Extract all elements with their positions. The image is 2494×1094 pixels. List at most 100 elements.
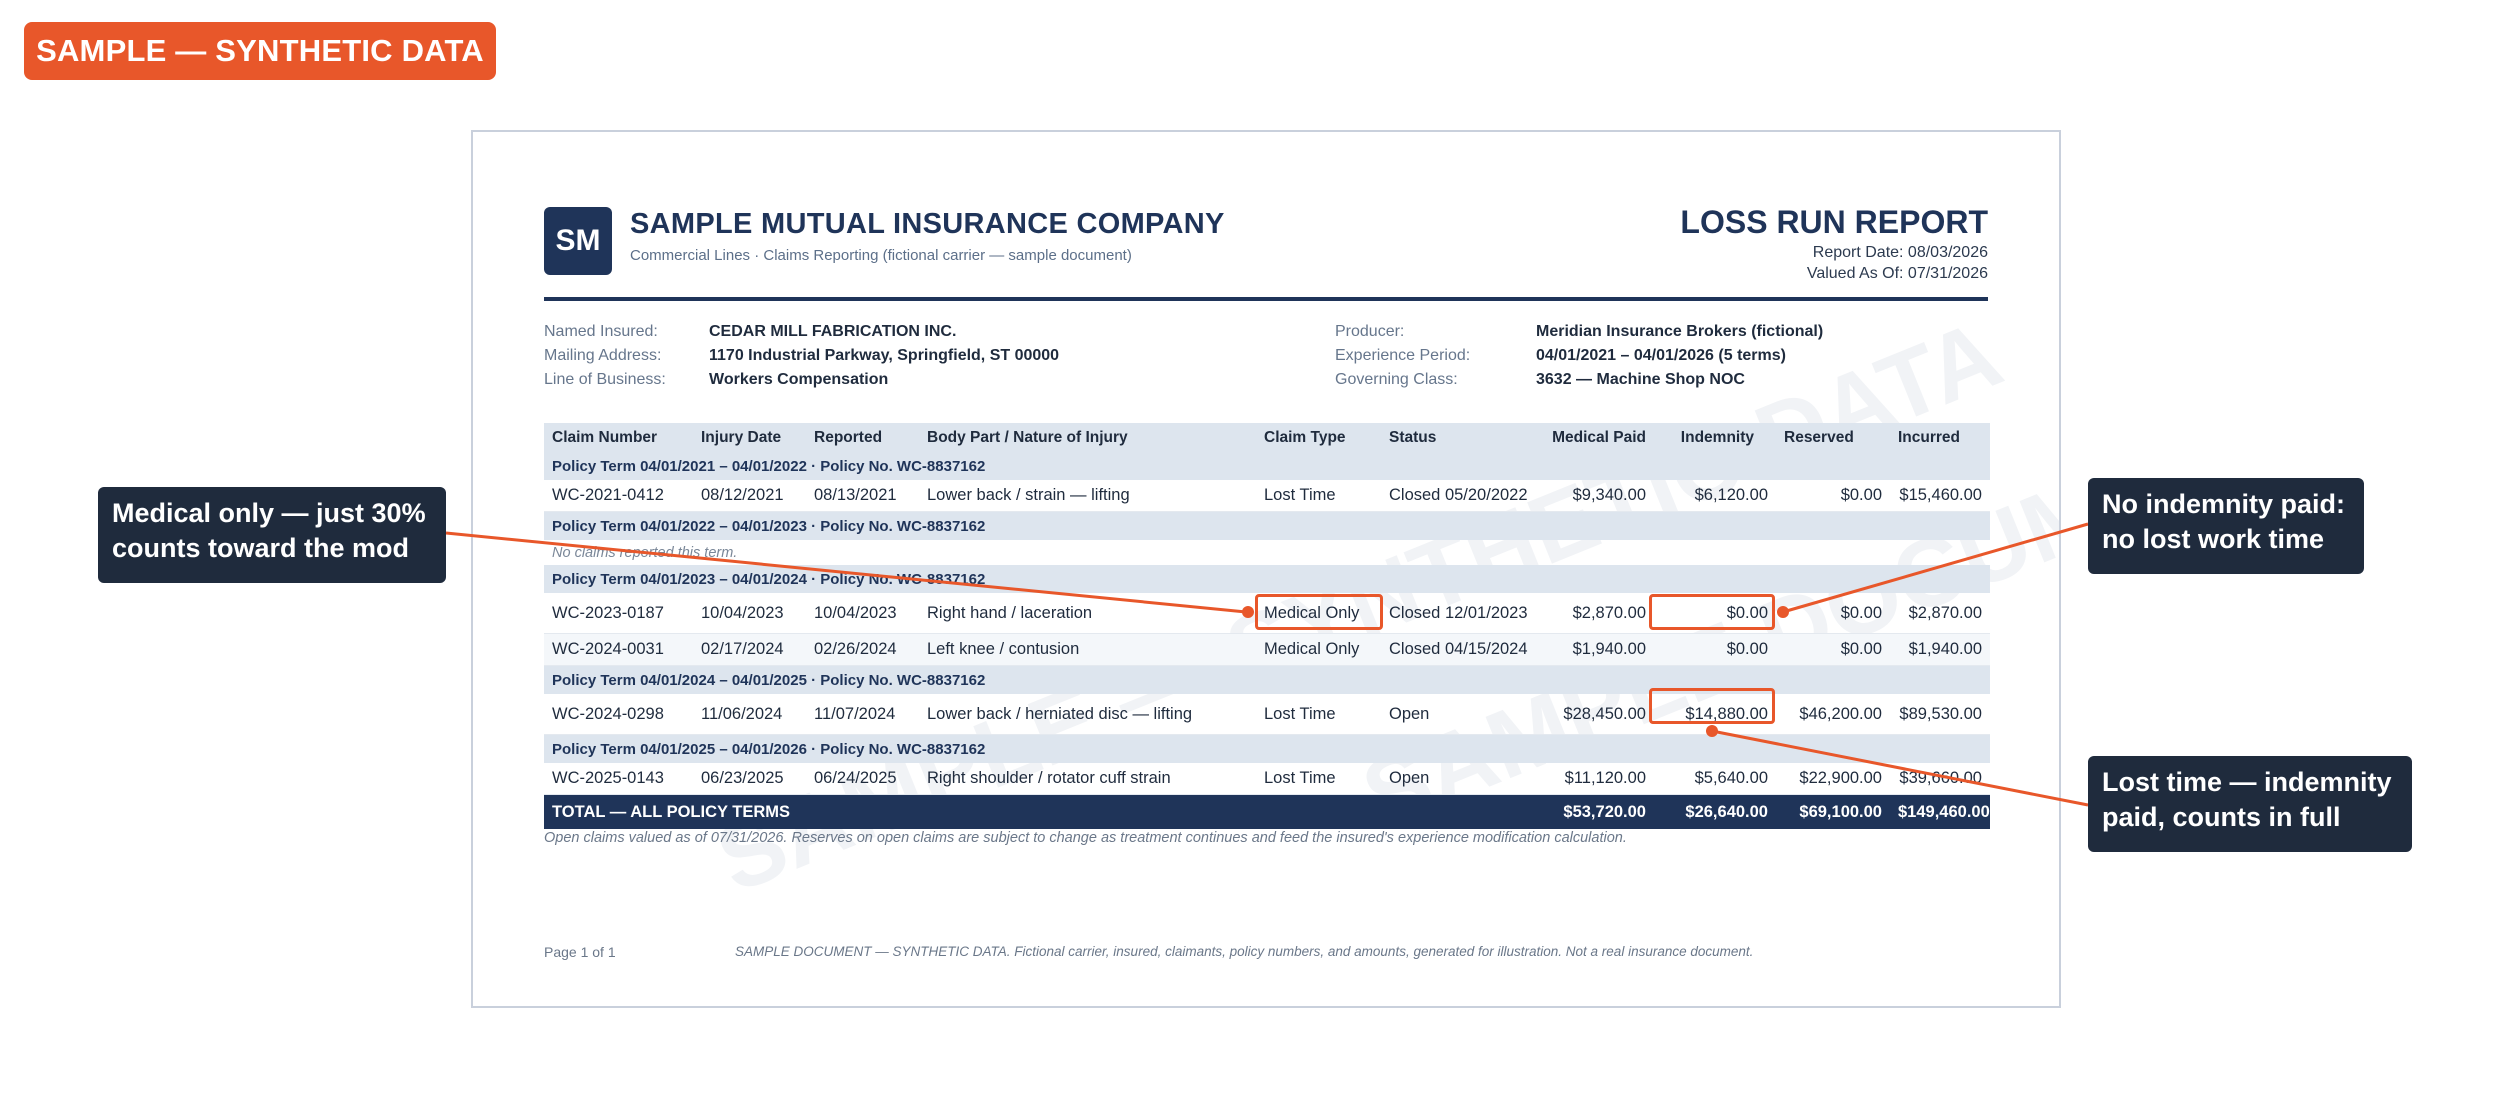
named-insured-label: Named Insured: [544, 323, 658, 340]
claim-number: WC-2024-0298 [544, 694, 693, 735]
incurred: $1,940.00 [1890, 633, 1990, 666]
col-indemnity: Indemnity [1654, 423, 1776, 452]
line-of-business-label: Line of Business: [544, 371, 666, 388]
zero-indemnity-highlight [1649, 594, 1775, 630]
reported-date: 10/04/2023 [806, 593, 919, 634]
claim-type: Lost Time [1256, 480, 1381, 512]
policy-term-label: Policy Term 04/01/2023 – 04/01/2024 · Po… [544, 565, 1990, 593]
medical-paid: $1,940.00 [1538, 633, 1654, 666]
sample-disclaimer: SAMPLE DOCUMENT — SYNTHETIC DATA. Fictio… [735, 944, 1754, 959]
callout-line: counts toward the mod [112, 533, 409, 563]
col-reported: Reported [806, 423, 919, 452]
claims-table: Claim Number Injury Date Reported Body P… [544, 423, 1990, 829]
claim-number: WC-2025-0143 [544, 763, 693, 795]
col-medical-paid: Medical Paid [1538, 423, 1654, 452]
incurred: $15,460.00 [1890, 480, 1990, 512]
header-rule [544, 297, 1988, 301]
governing-class-value: 3632 — Machine Shop NOC [1536, 371, 1745, 388]
col-body-part: Body Part / Nature of Injury [919, 423, 1256, 452]
policy-term-row: Policy Term 04/01/2022 – 04/01/2023 · Po… [544, 511, 1990, 540]
claim-type: Lost Time [1256, 763, 1381, 795]
policy-term-row: Policy Term 04/01/2023 – 04/01/2024 · Po… [544, 565, 1990, 593]
total-medical-paid: $53,720.00 [1538, 794, 1654, 829]
total-indemnity: $26,640.00 [1654, 794, 1776, 829]
body-part: Right hand / laceration [919, 593, 1256, 634]
experience-period-label: Experience Period: [1335, 347, 1471, 364]
leader-dot [1777, 606, 1789, 618]
medical-paid: $28,450.00 [1538, 694, 1654, 735]
claim-status: Closed 12/01/2023 [1381, 593, 1538, 634]
injury-date: 10/04/2023 [693, 593, 806, 634]
injury-date: 08/12/2021 [693, 480, 806, 512]
named-insured-value: CEDAR MILL FABRICATION INC. [709, 323, 957, 340]
leader-line [1711, 729, 2089, 807]
callout-line: No indemnity paid: [2102, 489, 2345, 519]
page-number: Page 1 of 1 [544, 944, 616, 960]
valued-as-date: Valued As Of: 07/31/2026 [1806, 265, 1988, 282]
table-row: WC-2024-0031 02/17/2024 02/26/2024 Left … [544, 633, 1990, 666]
reserved: $0.00 [1776, 633, 1890, 666]
governing-class-label: Governing Class: [1335, 371, 1458, 388]
reserved: $0.00 [1776, 593, 1890, 634]
medical-only-callout: Medical only — just 30% counts toward th… [98, 487, 446, 583]
indemnity: $6,120.00 [1654, 480, 1776, 512]
policy-term-row: Policy Term 04/01/2021 – 04/01/2022 · Po… [544, 452, 1990, 480]
reported-date: 06/24/2025 [806, 763, 919, 795]
valuation-footnote: Open claims valued as of 07/31/2026. Res… [544, 830, 1627, 846]
company-tagline: Commercial Lines · Claims Reporting (fic… [630, 247, 1132, 264]
policy-term-label: Policy Term 04/01/2022 – 04/01/2023 · Po… [544, 511, 1990, 540]
mailing-address-label: Mailing Address: [544, 347, 662, 364]
claim-type: Medical Only [1256, 633, 1381, 666]
callout-line: Lost time — indemnity [2102, 767, 2392, 797]
claim-status: Closed 04/15/2024 [1381, 633, 1538, 666]
table-row: WC-2021-0412 08/12/2021 08/13/2021 Lower… [544, 480, 1990, 512]
table-row: WC-2023-0187 10/04/2023 10/04/2023 Right… [544, 593, 1990, 634]
medical-paid: $11,120.00 [1538, 763, 1654, 795]
total-label: TOTAL — ALL POLICY TERMS [544, 794, 1538, 829]
leader-dot [1706, 725, 1718, 737]
col-injury-date: Injury Date [693, 423, 806, 452]
report-date: Report Date: 08/03/2026 [1812, 244, 1988, 261]
callout-line: Medical only — just 30% [112, 498, 426, 528]
policy-term-row: Policy Term 04/01/2025 – 04/01/2026 · Po… [544, 734, 1990, 763]
incurred: $89,530.00 [1890, 694, 1990, 735]
medical-paid: $9,340.00 [1538, 480, 1654, 512]
col-status: Status [1381, 423, 1538, 452]
claim-status: Open [1381, 763, 1538, 795]
leader-line [1782, 522, 2089, 614]
reported-date: 02/26/2024 [806, 633, 919, 666]
reserved: $0.00 [1776, 480, 1890, 512]
col-claim-type: Claim Type [1256, 423, 1381, 452]
leader-dot [1242, 606, 1254, 618]
line-of-business-value: Workers Compensation [709, 371, 889, 388]
injury-date: 02/17/2024 [693, 633, 806, 666]
body-part: Right shoulder / rotator cuff strain [919, 763, 1256, 795]
body-part: Lower back / strain — lifting [919, 480, 1256, 512]
reported-date: 08/13/2021 [806, 480, 919, 512]
loss-run-document: SAMPLE — SYNTHETIC DATA SAMPLE DOCUMENT … [471, 130, 2061, 1008]
lost-time-indemnity-highlight [1649, 688, 1775, 724]
policy-term-label: Policy Term 04/01/2021 – 04/01/2022 · Po… [544, 452, 1990, 480]
company-logo: SM [544, 207, 612, 275]
indemnity: $0.00 [1654, 633, 1776, 666]
medical-only-highlight [1255, 594, 1383, 630]
reserved: $46,200.00 [1776, 694, 1890, 735]
producer-label: Producer: [1335, 323, 1405, 340]
company-name: SAMPLE MUTUAL INSURANCE COMPANY [630, 208, 1225, 240]
claim-number: WC-2023-0187 [544, 593, 693, 634]
col-incurred: Incurred [1890, 423, 1990, 452]
total-reserved: $69,100.00 [1776, 794, 1890, 829]
table-row: WC-2025-0143 06/23/2025 06/24/2025 Right… [544, 763, 1990, 795]
leader-line [445, 531, 1247, 614]
body-part: Left knee / contusion [919, 633, 1256, 666]
callout-line: no lost work time [2102, 524, 2325, 554]
total-incurred: $149,460.00 [1890, 794, 1990, 829]
experience-period-value: 04/01/2021 – 04/01/2026 (5 terms) [1536, 347, 1786, 364]
callout-line: paid, counts in full [2102, 802, 2341, 832]
mailing-address-value: 1170 Industrial Parkway, Springfield, ST… [709, 347, 1060, 364]
no-indemnity-callout: No indemnity paid: no lost work time [2088, 478, 2364, 574]
claim-status: Closed 05/20/2022 [1381, 480, 1538, 512]
col-reserved: Reserved [1776, 423, 1890, 452]
claim-type: Lost Time [1256, 694, 1381, 735]
